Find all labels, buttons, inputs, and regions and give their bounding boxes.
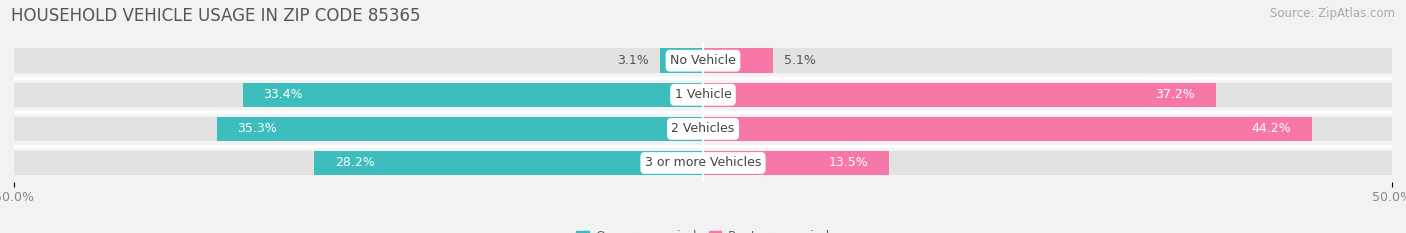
- Bar: [703, 151, 889, 175]
- Legend: Owner-occupied, Renter-occupied: Owner-occupied, Renter-occupied: [571, 225, 835, 233]
- Bar: [703, 48, 773, 73]
- Text: No Vehicle: No Vehicle: [671, 54, 735, 67]
- Bar: [243, 82, 703, 107]
- Text: 3.1%: 3.1%: [617, 54, 650, 67]
- Text: 33.4%: 33.4%: [263, 88, 304, 101]
- Text: 28.2%: 28.2%: [335, 157, 375, 169]
- Bar: [703, 82, 1216, 107]
- Bar: [14, 151, 703, 175]
- Text: 2 Vehicles: 2 Vehicles: [672, 122, 734, 135]
- Text: 37.2%: 37.2%: [1156, 88, 1195, 101]
- Bar: [217, 116, 703, 141]
- Bar: [703, 48, 1392, 73]
- Bar: [315, 151, 703, 175]
- Bar: [703, 116, 1392, 141]
- Text: Source: ZipAtlas.com: Source: ZipAtlas.com: [1270, 7, 1395, 20]
- Bar: [14, 82, 703, 107]
- Text: 44.2%: 44.2%: [1251, 122, 1291, 135]
- Text: 1 Vehicle: 1 Vehicle: [675, 88, 731, 101]
- Text: 3 or more Vehicles: 3 or more Vehicles: [645, 157, 761, 169]
- Bar: [703, 151, 1392, 175]
- Bar: [14, 116, 703, 141]
- Text: 13.5%: 13.5%: [828, 157, 869, 169]
- Bar: [661, 48, 703, 73]
- Bar: [703, 82, 1392, 107]
- Text: 5.1%: 5.1%: [785, 54, 815, 67]
- Text: 35.3%: 35.3%: [238, 122, 277, 135]
- Bar: [703, 116, 1312, 141]
- Text: HOUSEHOLD VEHICLE USAGE IN ZIP CODE 85365: HOUSEHOLD VEHICLE USAGE IN ZIP CODE 8536…: [11, 7, 420, 25]
- Bar: [14, 48, 703, 73]
